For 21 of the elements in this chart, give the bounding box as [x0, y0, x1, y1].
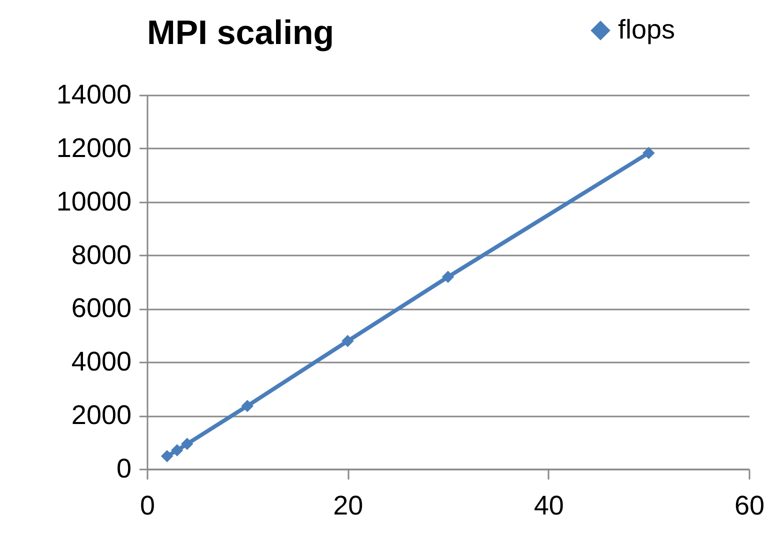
y-tick-label: 8000 — [71, 240, 132, 270]
x-tick-label: 60 — [734, 490, 765, 520]
y-tick-label: 12000 — [56, 132, 132, 163]
point — [642, 146, 655, 160]
y-tick-label: 2000 — [71, 400, 132, 430]
x-tick-label: 20 — [333, 490, 364, 520]
y-tick-label: 14000 — [56, 80, 132, 110]
point — [160, 450, 174, 462]
point — [241, 400, 254, 412]
point — [181, 438, 194, 450]
x-tick-label: 0 — [140, 490, 156, 520]
chart-title: MPI scaling — [147, 14, 334, 52]
point — [170, 444, 184, 456]
legend-label: flops — [618, 14, 676, 44]
point — [442, 270, 454, 284]
y-tick-label: 6000 — [71, 293, 132, 324]
point — [342, 334, 354, 348]
y-tick-label: 4000 — [71, 346, 132, 377]
y-tick-label: 0 — [116, 454, 132, 484]
y-tick-label: 10000 — [56, 186, 132, 216]
x-tick-label: 40 — [534, 490, 564, 520]
